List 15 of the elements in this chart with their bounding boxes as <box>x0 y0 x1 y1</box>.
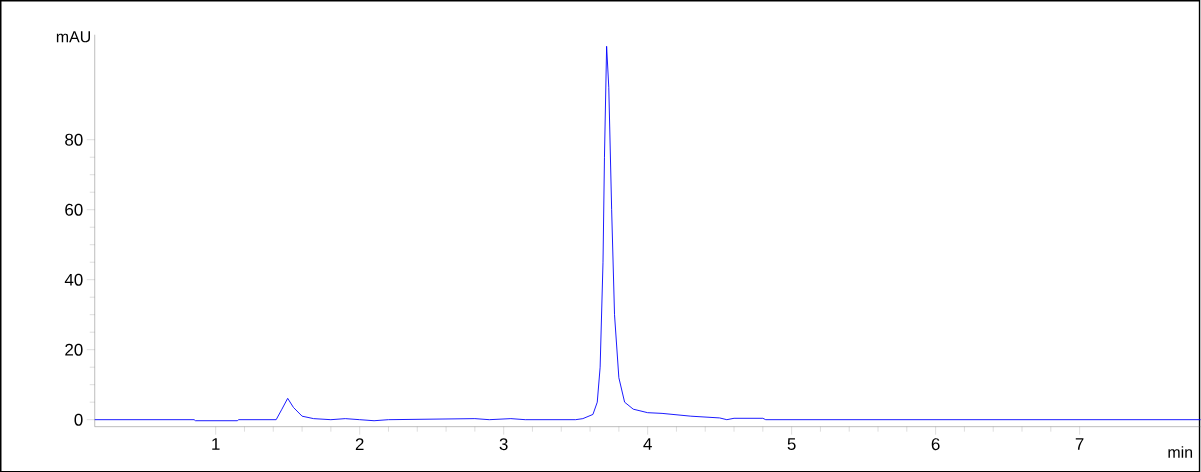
x-tick-label: 7 <box>1075 437 1084 450</box>
x-tick-label: 4 <box>643 437 652 450</box>
y-tick-label: 60 <box>65 203 83 216</box>
y-tick-label: 20 <box>65 343 83 356</box>
x-tick-label: 6 <box>931 437 940 450</box>
x-axis-title: min <box>1168 446 1193 458</box>
x-tick-label: 5 <box>787 437 796 450</box>
y-tick-label: 40 <box>64 273 83 286</box>
x-tick-label: 3 <box>499 437 508 450</box>
line-series <box>94 45 1201 421</box>
x-tick-label: 1 <box>212 437 220 450</box>
x-tick-label: 2 <box>355 437 364 450</box>
y-axis-title: mAU <box>56 31 90 43</box>
y-tick-label: 80 <box>65 133 83 146</box>
y-tick-label: 0 <box>74 413 83 426</box>
